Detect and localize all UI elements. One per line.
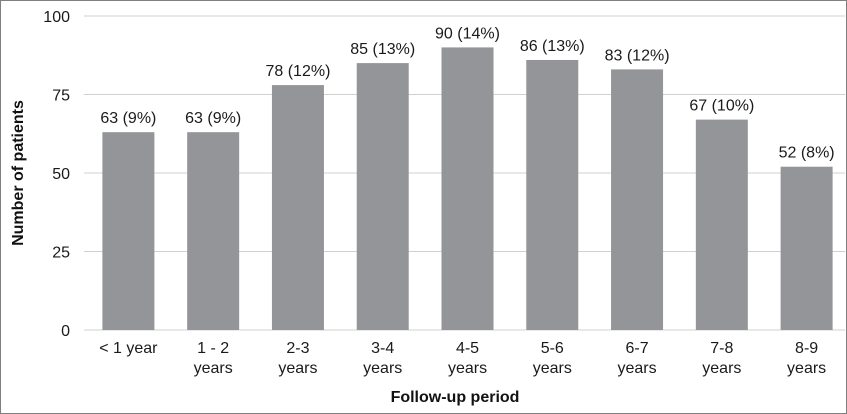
bar <box>187 132 240 330</box>
data-label: 90 (14%) <box>435 25 500 42</box>
y-tick-label: 25 <box>52 245 70 262</box>
x-tick-label: 4-5 <box>456 340 479 357</box>
y-tick-label: 0 <box>61 323 70 340</box>
bar <box>271 85 324 330</box>
x-tick-label: years <box>194 360 233 377</box>
x-tick-label: 2-3 <box>286 340 309 357</box>
x-axis-title: Follow-up period <box>391 389 520 406</box>
x-tick-label: years <box>278 360 317 377</box>
x-tick-label: 5-6 <box>541 340 564 357</box>
data-label: 83 (12%) <box>605 47 670 64</box>
x-tick-label: years <box>702 360 741 377</box>
x-tick-label: years <box>617 360 656 377</box>
data-label: 52 (8%) <box>779 145 835 162</box>
bar <box>356 63 409 330</box>
x-tick-label: years <box>448 360 487 377</box>
bar <box>102 132 155 330</box>
x-tick-label: 7-8 <box>710 340 733 357</box>
x-tick-label: 6-7 <box>625 340 648 357</box>
x-tick-label: years <box>533 360 572 377</box>
data-label: 86 (13%) <box>520 38 585 55</box>
bar <box>780 166 833 330</box>
bars <box>102 47 833 331</box>
data-label: 78 (12%) <box>265 63 330 80</box>
x-tick-label: years <box>787 360 826 377</box>
x-axis-ticks: < 1 year 1 - 2 years 2-3 years 3-4 years 4-5 yea… <box>99 340 826 377</box>
x-tick-label: 3-4 <box>371 340 394 357</box>
data-labels: 63 (9%) 63 (9%) 78 (12%) 85 (13%) 90 (14%) 86… <box>100 25 834 161</box>
bar <box>695 119 748 331</box>
bar <box>611 69 664 330</box>
data-label: 63 (9%) <box>100 110 156 127</box>
data-label: 63 (9%) <box>185 110 241 127</box>
x-tick-label: 8-9 <box>795 340 818 357</box>
y-tick-label: 100 <box>43 9 70 26</box>
y-tick-label: 50 <box>52 166 70 183</box>
data-label: 85 (13%) <box>350 41 415 58</box>
y-axis-ticks: 0 25 50 75 100 <box>43 9 70 340</box>
data-label: 67 (10%) <box>689 98 754 115</box>
bar <box>526 59 579 331</box>
y-tick-label: 75 <box>52 88 70 105</box>
x-tick-label: 1 - 2 <box>197 340 229 357</box>
x-tick-label: years <box>363 360 402 377</box>
y-axis-title: Number of patients <box>10 100 27 246</box>
bar <box>441 47 494 331</box>
x-tick-label: < 1 year <box>99 340 158 357</box>
